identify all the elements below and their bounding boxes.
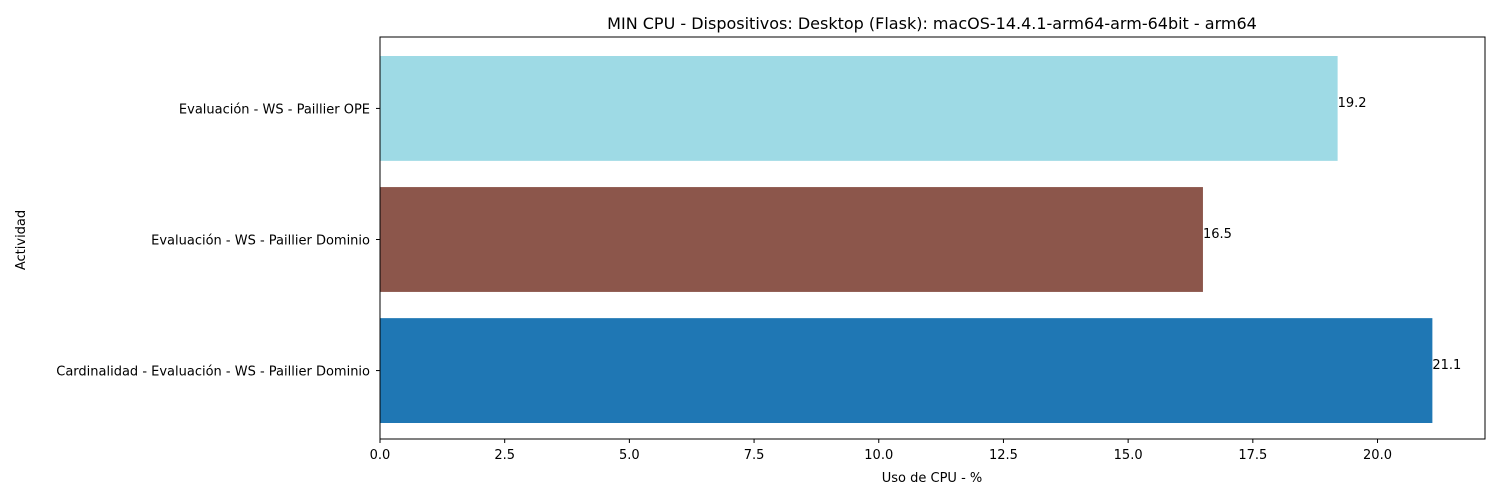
y-axis-label: Actividad	[14, 210, 29, 270]
x-tick-label-5: 12.5	[989, 448, 1018, 463]
chart-title: MIN CPU - Dispositivos: Desktop (Flask):…	[607, 14, 1257, 33]
bar-0	[380, 318, 1433, 423]
data-label-2: 19.2	[1338, 96, 1367, 111]
data-label-0: 21.1	[1432, 358, 1461, 373]
x-tick-label-2: 5.0	[619, 448, 640, 463]
y-tick-label-2: Evaluación - WS - Paillier OPE	[179, 102, 370, 117]
x-ticks-group: 0.0 2.5 5.0 7.5 10.0 12.5 15.0 17.5 20.0	[370, 439, 1392, 463]
x-tick-label-8: 20.0	[1363, 448, 1392, 463]
x-tick-label-7: 17.5	[1238, 448, 1267, 463]
y-tick-label-0: Cardinalidad - Evaluación - WS - Paillie…	[56, 365, 370, 380]
y-ticks-group: Cardinalidad - Evaluación - WS - Paillie…	[56, 102, 380, 380]
x-axis-label: Uso de CPU - %	[882, 471, 983, 486]
data-label-1: 16.5	[1203, 227, 1232, 242]
bar-2	[380, 56, 1338, 161]
x-tick-label-3: 7.5	[744, 448, 765, 463]
x-tick-label-1: 2.5	[494, 448, 515, 463]
x-tick-label-4: 10.0	[864, 448, 893, 463]
plot-frame	[379, 36, 1486, 440]
x-tick-label-6: 15.0	[1114, 448, 1143, 463]
bar-1	[380, 187, 1203, 292]
x-tick-label-0: 0.0	[370, 448, 391, 463]
bars-group: 21.1 16.5 19.2	[380, 56, 1461, 423]
y-tick-label-1: Evaluación - WS - Paillier Dominio	[151, 234, 370, 249]
